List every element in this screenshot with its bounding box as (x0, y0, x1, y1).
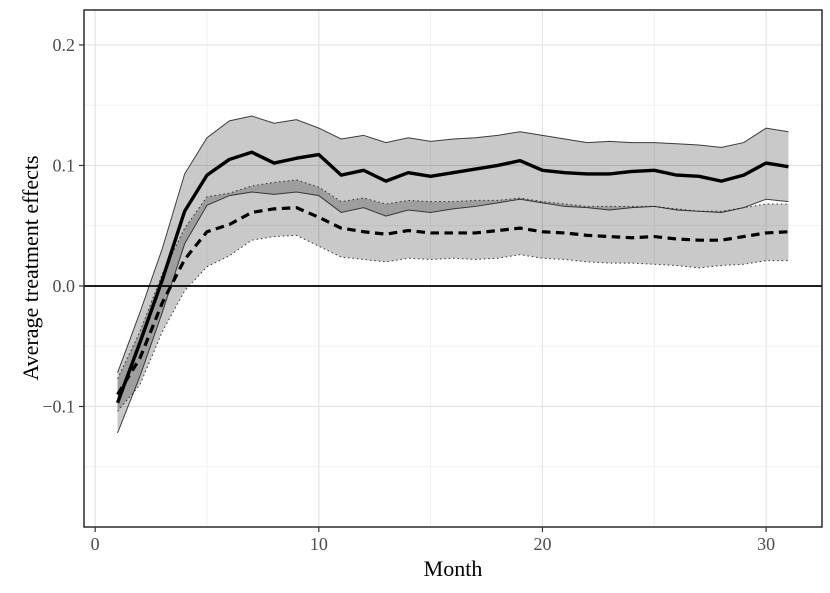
solid-estimate-ci-upper-edge (117, 115, 789, 373)
y-tick-label: 0.2 (53, 35, 76, 55)
solid-estimate-line (115, 150, 789, 404)
dashed-estimate-ci-lower-edge (117, 234, 789, 412)
y-tick-label: −0.1 (42, 396, 75, 416)
solid-estimate-ci-lower-edge (117, 191, 789, 434)
effect-lines (115, 150, 789, 404)
y-tick-label: 0.0 (53, 276, 76, 296)
x-axis-title: Month (423, 556, 483, 581)
axes: 0 10 20 30 0.2 0.1 0.0 −0.1 (42, 35, 775, 554)
panel (83, 9, 823, 528)
solid-estimate-ci-ribbon (117, 116, 789, 434)
x-tick-label: 30 (757, 534, 775, 554)
y-axis-title: Average treatment effects (18, 155, 43, 381)
confidence-ribbons (117, 116, 789, 434)
y-tick-label: 0.1 (53, 155, 76, 175)
dashed-estimate-line (116, 206, 789, 396)
panel-border (83, 9, 823, 528)
x-tick-label: 20 (533, 534, 551, 554)
dashed-estimate-ci-ribbon (117, 179, 789, 412)
x-tick-label: 0 (91, 534, 100, 554)
x-tick-label: 10 (310, 534, 328, 554)
dashed-estimate-ci-upper-edge (117, 179, 789, 379)
ribbon-edges (117, 115, 789, 434)
